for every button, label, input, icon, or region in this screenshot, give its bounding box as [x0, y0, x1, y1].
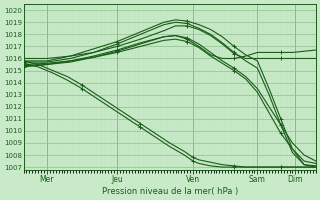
X-axis label: Pression niveau de la mer( hPa ): Pression niveau de la mer( hPa )	[101, 187, 238, 196]
